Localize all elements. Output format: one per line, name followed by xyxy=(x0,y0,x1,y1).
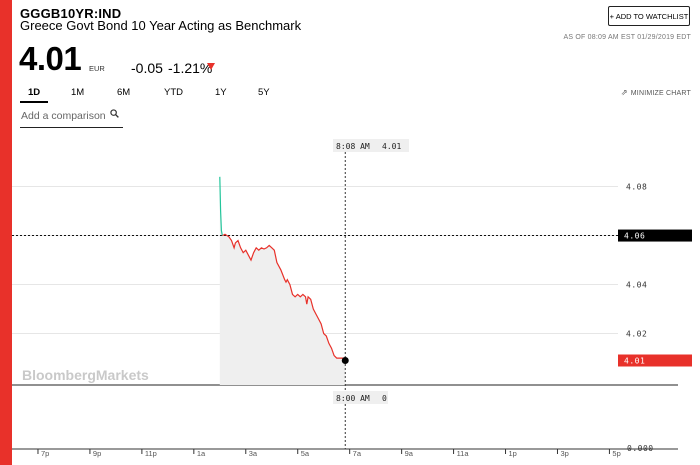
price-change-percent: -1.21% xyxy=(168,60,213,76)
add-to-watchlist-button[interactable]: + ADD TO WATCHLIST xyxy=(608,6,690,26)
pre-open-series-line xyxy=(219,176,223,236)
range-tab-1m[interactable]: 1M xyxy=(71,87,85,98)
x-tick-label-1p: 1p xyxy=(509,449,517,458)
range-tab-1y[interactable]: 1Y xyxy=(215,87,227,98)
comparison-input-underline xyxy=(20,127,123,128)
x-tick-label-3p: 3p xyxy=(560,449,568,458)
crosshair-top-label-bg xyxy=(333,139,409,152)
last-value-tag-label: 4.01 xyxy=(624,357,645,366)
y-tick-label-4.04: 4.04 xyxy=(626,281,647,290)
down-triangle-icon xyxy=(207,63,215,70)
x-tick-label-11a: 11a xyxy=(457,449,470,458)
minimize-chart-label: MINIMIZE CHART xyxy=(630,90,691,97)
session-fill-area xyxy=(219,176,346,385)
x-tick-label-9a: 9a xyxy=(405,449,414,458)
price-change: -0.05 xyxy=(131,60,163,76)
as-of-timestamp: AS OF 08:09 AM EST 01/29/2019 EDT xyxy=(563,34,691,41)
x-tick-label-7a: 7a xyxy=(353,449,362,458)
volume-time-label: 8:00 AM xyxy=(336,394,370,403)
x-tick-label-9p: 9p xyxy=(93,449,101,458)
y-tick-label-4.02: 4.02 xyxy=(626,330,647,339)
collapse-arrows-icon: ⇗ xyxy=(620,88,628,97)
x-tick-label-11p: 11p xyxy=(145,449,157,458)
minimize-chart-button[interactable]: ⇗ MINIMIZE CHART xyxy=(621,88,691,97)
volume-axis-label: 0.000 xyxy=(627,444,654,453)
crosshair-value-label: 4.01 xyxy=(382,142,401,151)
price-series-line xyxy=(222,233,346,361)
range-tab-ytd[interactable]: YTD xyxy=(164,87,183,98)
range-tab-6m[interactable]: 6M xyxy=(117,87,131,98)
bloomberg-watermark: BloombergMarkets xyxy=(22,367,149,383)
currency-label: EUR xyxy=(89,64,105,73)
previous-close-tag-label: 4.06 xyxy=(624,232,645,241)
last-price: 4.01 xyxy=(19,40,82,77)
last-price-dot xyxy=(341,357,349,364)
y-tick-label-4.08: 4.08 xyxy=(626,183,647,192)
volume-label-bg xyxy=(333,391,388,404)
volume-value-label: 0 xyxy=(382,394,387,403)
x-tick-label-7p: 7p xyxy=(41,449,49,458)
x-tick-label-1a: 1a xyxy=(197,449,206,458)
x-tick-label-5a: 5a xyxy=(301,449,310,458)
search-icon[interactable] xyxy=(110,109,119,118)
add-comparison-input[interactable]: Add a comparison xyxy=(21,110,106,122)
security-name: Greece Govt Bond 10 Year Acting as Bench… xyxy=(20,18,302,33)
active-range-underline xyxy=(20,101,48,103)
brand-accent-bar xyxy=(0,0,12,465)
x-tick-label-5p: 5p xyxy=(612,449,620,458)
range-tab-5y[interactable]: 5Y xyxy=(258,87,270,98)
ticker-symbol: GGGB10YR:IND xyxy=(20,6,122,21)
range-tab-1d[interactable]: 1D xyxy=(28,87,41,98)
x-tick-label-3a: 3a xyxy=(249,449,258,458)
crosshair-time-label: 8:08 AM xyxy=(336,142,370,151)
last-value-tag xyxy=(618,354,692,367)
previous-close-tag xyxy=(618,229,692,242)
